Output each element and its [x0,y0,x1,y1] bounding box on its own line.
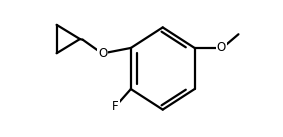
Text: O: O [98,47,107,60]
Text: O: O [217,42,226,54]
Text: F: F [112,100,119,113]
